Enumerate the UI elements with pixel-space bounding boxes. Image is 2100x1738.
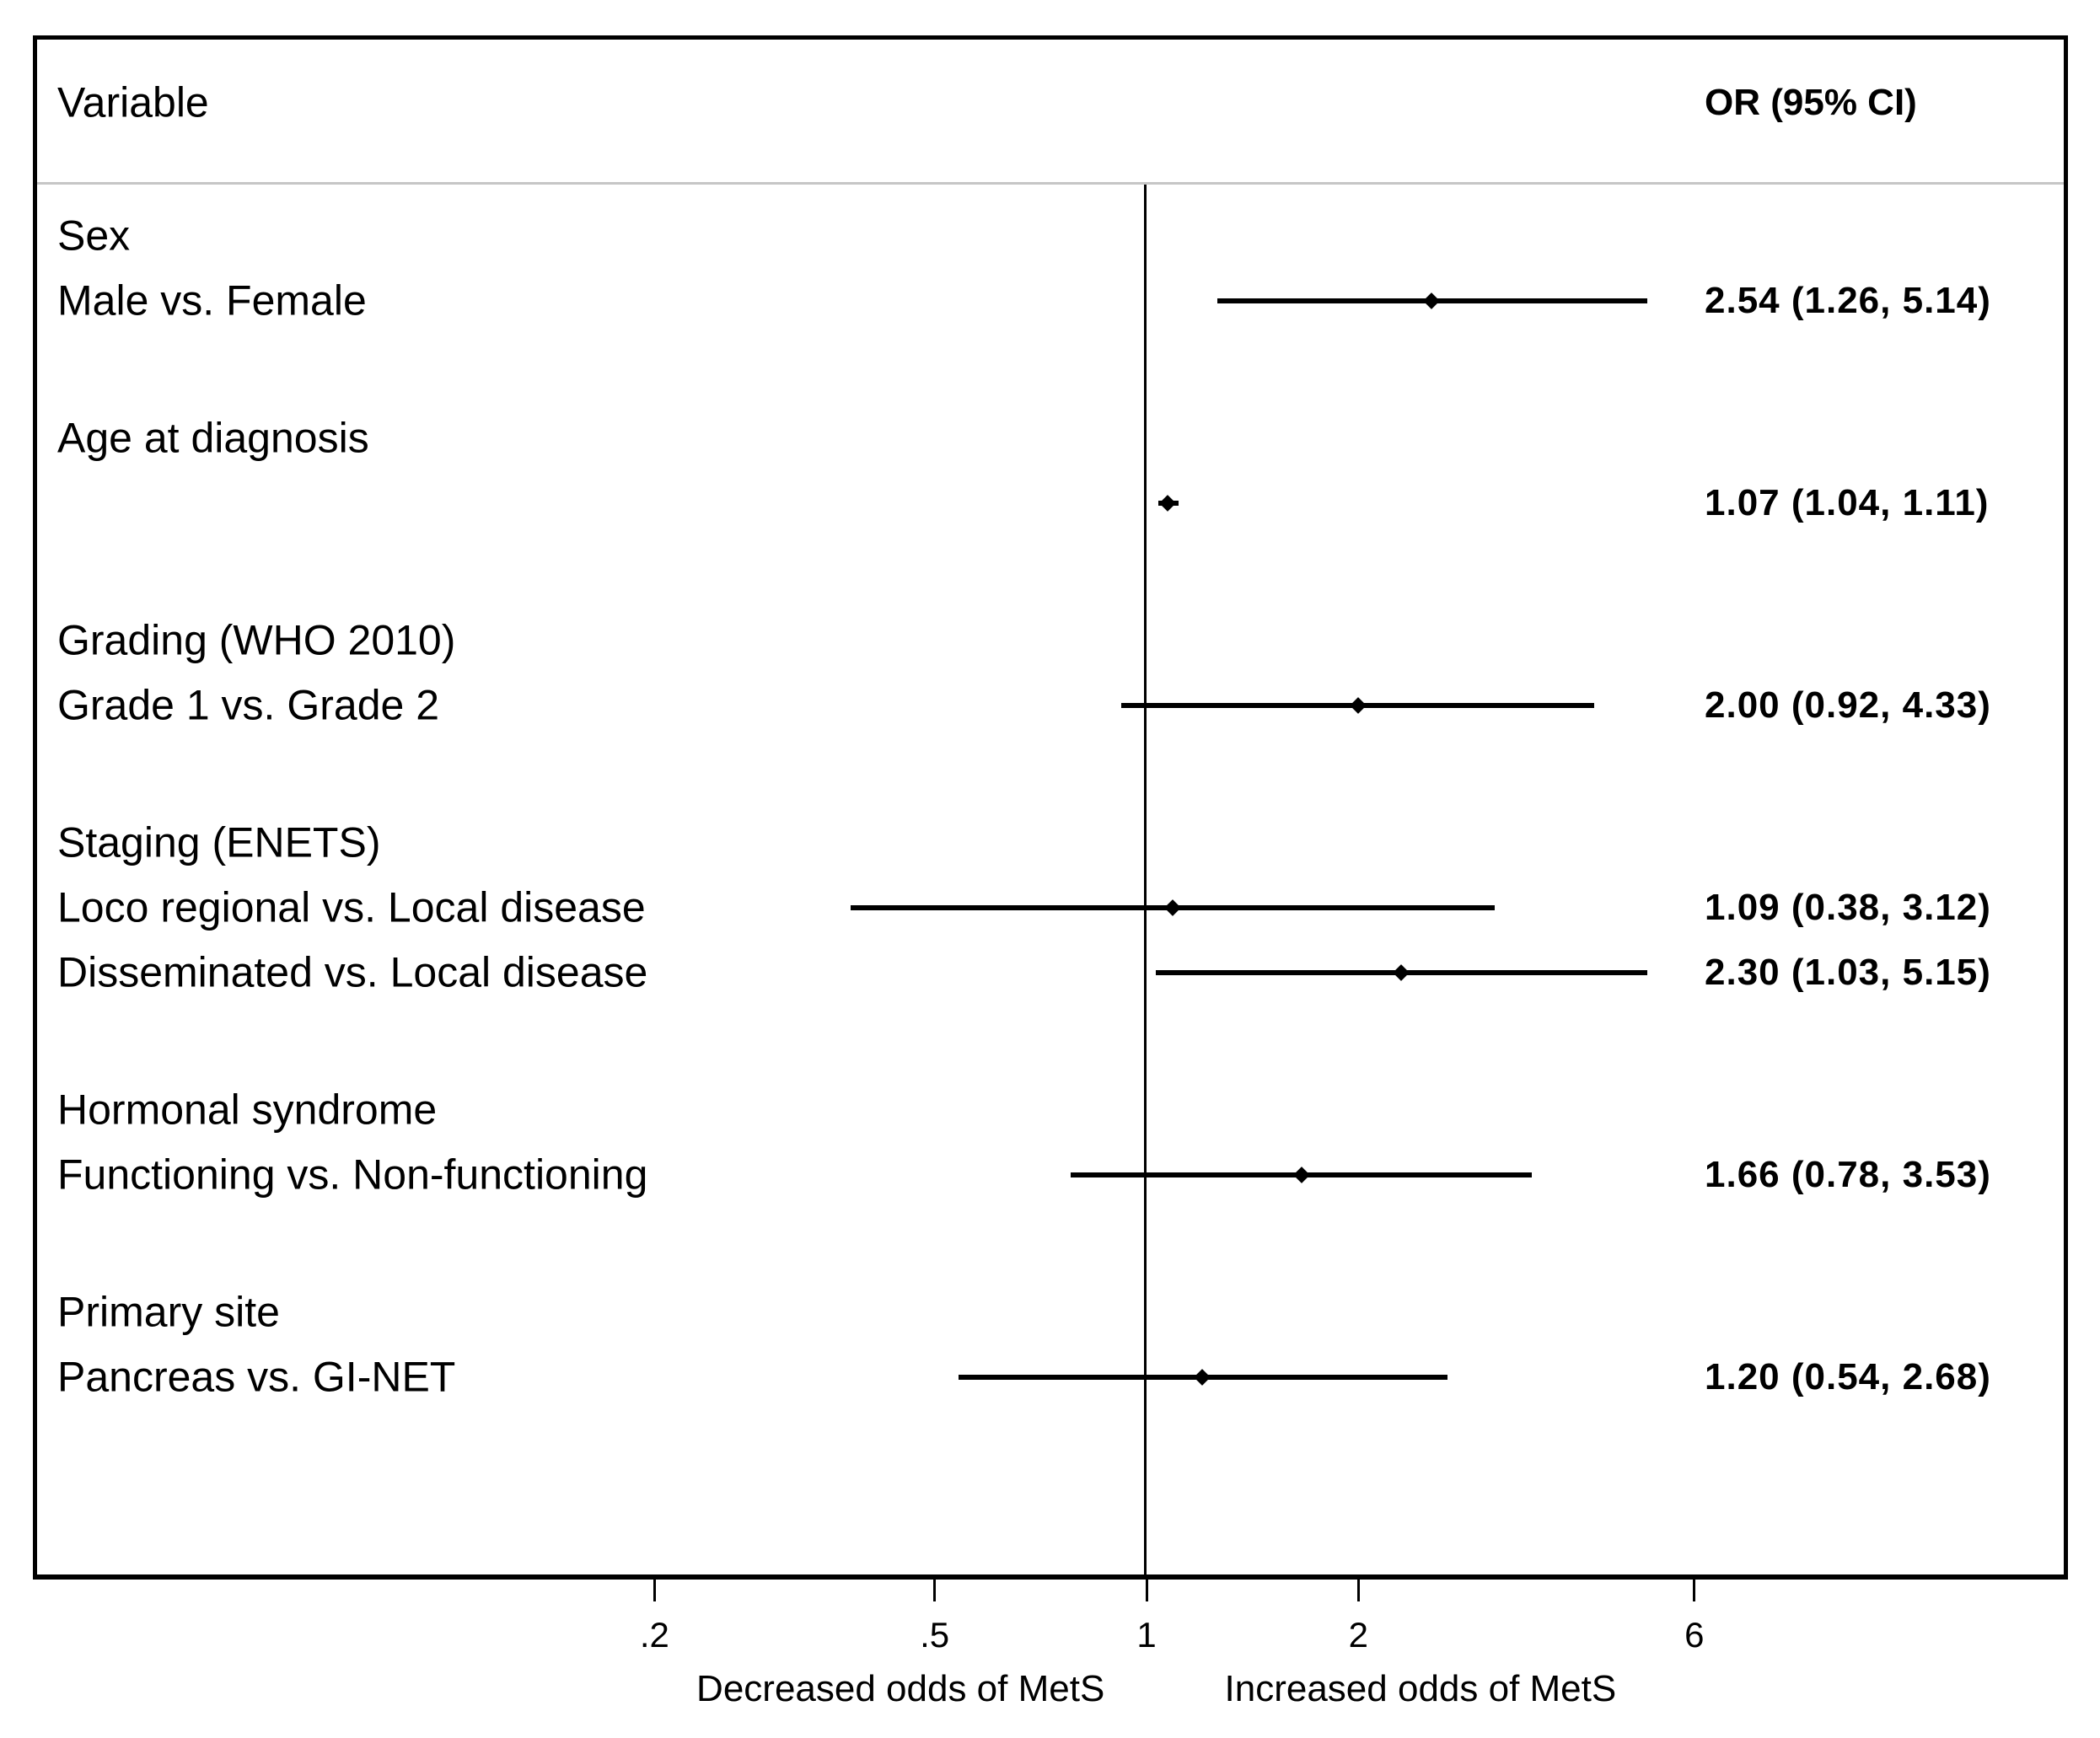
item-label: Functioning vs. Non-functioning <box>57 1151 648 1199</box>
group-label: Sex <box>57 212 131 260</box>
or-value: 2.00 (0.92, 4.33) <box>1705 684 1991 726</box>
axis-tick <box>1693 1578 1696 1601</box>
axis-tick-label: 6 <box>1684 1615 1705 1655</box>
axis-tick-label: 1 <box>1136 1615 1157 1655</box>
group-label: Hormonal syndrome <box>57 1086 438 1134</box>
group-label: Staging (ENETS) <box>57 818 381 866</box>
axis-tick <box>1145 1578 1148 1601</box>
axis-caption-right: Increased odds of MetS <box>1224 1668 1617 1709</box>
group-label: Age at diagnosis <box>57 414 369 462</box>
or-value: 1.07 (1.04, 1.11) <box>1705 481 1990 523</box>
reference-line <box>1144 185 1147 1574</box>
plot-frame <box>33 35 2068 1580</box>
or-value: 2.30 (1.03, 5.15) <box>1705 951 1991 993</box>
axis-tick-label: .2 <box>639 1615 669 1655</box>
header-separator <box>37 182 2064 185</box>
item-label: Loco regional vs. Local disease <box>57 883 646 931</box>
or-value: 2.54 (1.26, 5.14) <box>1705 279 1991 321</box>
item-label: Male vs. Female <box>57 276 367 325</box>
or-column-header: OR (95% CI) <box>1705 81 1917 123</box>
axis-tick <box>653 1578 656 1601</box>
item-label: Disseminated vs. Local disease <box>57 948 648 996</box>
or-value: 1.66 (0.78, 3.53) <box>1705 1153 1991 1195</box>
or-value: 1.09 (0.38, 3.12) <box>1705 886 1991 928</box>
axis-tick-label: .5 <box>920 1615 950 1655</box>
item-label: Pancreas vs. GI-NET <box>57 1353 456 1401</box>
or-value: 1.20 (0.54, 2.68) <box>1705 1355 1991 1397</box>
axis-tick <box>933 1578 937 1601</box>
group-label: Grading (WHO 2010) <box>57 616 456 664</box>
group-label: Primary site <box>57 1288 280 1336</box>
axis-tick <box>1356 1578 1360 1601</box>
variable-column-header: Variable <box>57 78 209 126</box>
axis-tick-label: 2 <box>1348 1615 1369 1655</box>
axis-caption-left: Decreased odds of MetS <box>696 1668 1105 1709</box>
item-label: Grade 1 vs. Grade 2 <box>57 681 440 729</box>
